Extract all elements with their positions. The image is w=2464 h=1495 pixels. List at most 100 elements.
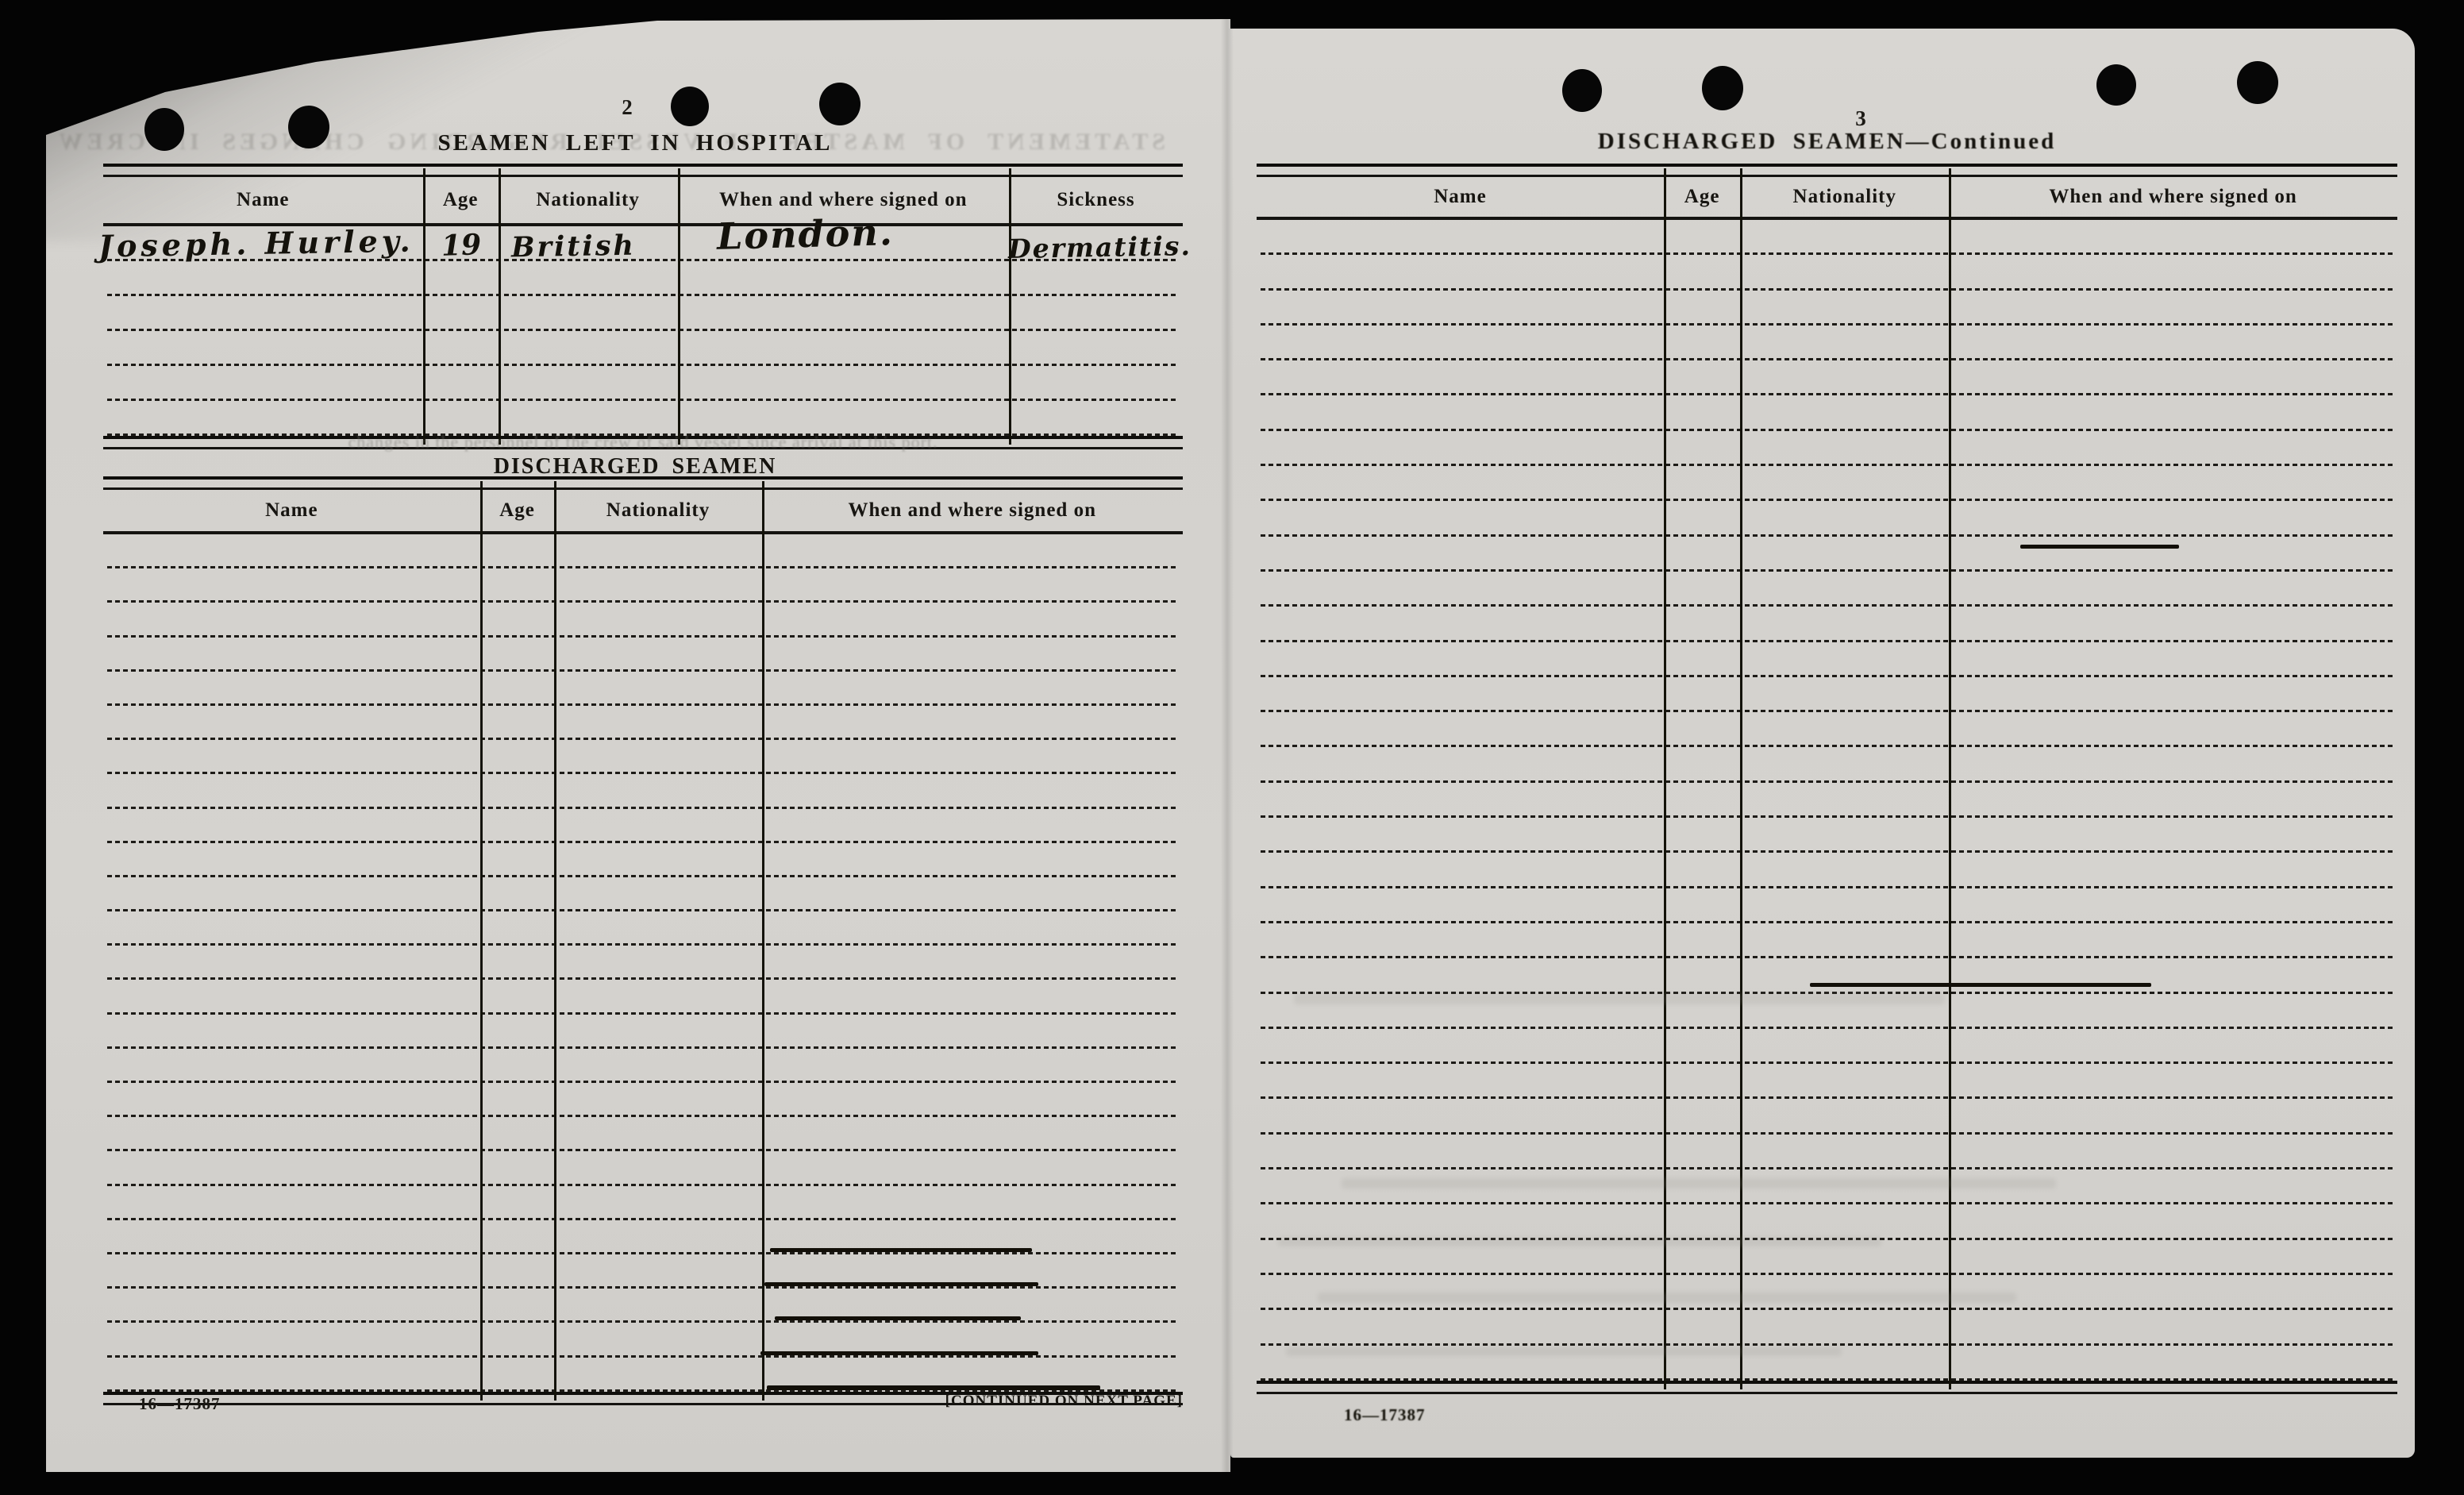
table-row: [103, 1254, 1183, 1289]
column-divider: [554, 481, 557, 1401]
ink-mark: [1810, 983, 2151, 987]
table-row: [1257, 466, 2397, 502]
table-row: [1257, 1064, 2397, 1100]
hospital-table: Name Age Nationality When and where sign…: [103, 164, 1183, 449]
column-header-name: Name: [265, 499, 318, 521]
column-divider: [1664, 168, 1666, 1389]
table-row: [1257, 395, 2397, 432]
table-row: [1257, 888, 2397, 924]
table-row: [1257, 255, 2397, 291]
header-rule: [103, 223, 1183, 226]
table-row: [1257, 1135, 2397, 1170]
discharged-table-rows: [103, 534, 1183, 1392]
table-row: [103, 568, 1183, 603]
column-divider: [1740, 168, 1743, 1389]
punch-hole: [1562, 69, 1602, 112]
table-row: [103, 911, 1183, 946]
table-row: [103, 1151, 1183, 1186]
table-row: [103, 226, 1183, 261]
hospital-table-rows: [103, 226, 1183, 436]
column-header-signed-on: When and where signed on: [848, 499, 1096, 521]
table-row: [1257, 326, 2397, 361]
table-row: [103, 1289, 1183, 1324]
header-rule: [103, 531, 1183, 534]
table-row: [1257, 1169, 2397, 1205]
hospital-section-title: SEAMEN LEFT IN HOSPITAL: [437, 130, 833, 156]
table-row: [1257, 783, 2397, 819]
table-row: [1257, 747, 2397, 784]
column-header-age: Age: [442, 189, 479, 210]
handwritten-age: 19: [441, 228, 482, 263]
page-number-right: 3: [1855, 106, 1866, 130]
column-header-age: Age: [499, 499, 535, 521]
bleedthrough-smudge: [1318, 1293, 2016, 1303]
table-row: [1257, 537, 2397, 572]
table-row: [103, 1323, 1183, 1358]
discharged-table-right: Name Age Nationality When and where sign…: [1257, 164, 2397, 1394]
column-header-signed-on: When and where signed on: [2049, 186, 2297, 207]
table-row: [1257, 607, 2397, 642]
column-header-sickness: Sickness: [1057, 189, 1135, 210]
table-row: [103, 366, 1183, 401]
column-divider: [761, 481, 764, 1401]
column-header-name: Name: [1434, 186, 1487, 207]
handwritten-signed-on: London.: [716, 210, 895, 258]
punch-hole: [2237, 61, 2278, 104]
table-row: [1257, 220, 2397, 256]
table-row: [103, 534, 1183, 569]
discharged-table-left: Name Age Nationality When and where sign…: [103, 476, 1183, 1405]
table-row: [103, 1186, 1183, 1220]
continued-note: [CONTINUED ON NEXT PAGE]: [945, 1393, 1183, 1409]
table-row: [103, 1083, 1183, 1118]
column-divider: [498, 168, 501, 445]
table-row: [1257, 1240, 2397, 1276]
table-row: [1257, 958, 2397, 994]
hospital-table-header: Name Age Nationality When and where sign…: [103, 177, 1183, 223]
bleedthrough-smudge: [1286, 1347, 1842, 1356]
table-row: [103, 296, 1183, 331]
table-row: [1257, 1029, 2397, 1065]
table-row: [103, 843, 1183, 878]
table-top-rule: [103, 476, 1183, 490]
column-header-nationality: Nationality: [536, 189, 640, 210]
table-row: [103, 1220, 1183, 1255]
column-header-nationality: Nationality: [1792, 186, 1896, 207]
table-row: [103, 774, 1183, 809]
table-row: [103, 809, 1183, 843]
table-bottom-rule: [103, 1391, 1183, 1405]
discharged-continued-rows: [1257, 220, 2397, 1381]
ink-mark: [2020, 545, 2179, 549]
discharged-table-header: Name Age Nationality When and where sign…: [103, 490, 1183, 531]
column-divider: [677, 168, 680, 445]
handwritten-nationality: British: [510, 229, 637, 264]
table-row: [1257, 501, 2397, 537]
ink-mark: [770, 1248, 1032, 1252]
ink-mark: [775, 1316, 1021, 1320]
bleedthrough-text-line: changes in the personnel of the crew of …: [348, 432, 938, 452]
ink-mark: [760, 1351, 1038, 1355]
table-row: [1257, 712, 2397, 748]
punch-hole: [2096, 64, 2136, 106]
discharged-continued-title: DISCHARGED SEAMEN—Continued: [1597, 129, 2057, 154]
table-row: [1257, 1346, 2397, 1381]
table-row: [103, 1117, 1183, 1152]
page-left: STATEMENT OF MASTER OF VESSEL REGARDING …: [46, 19, 1230, 1472]
column-divider: [1949, 168, 1952, 1389]
page-seam: [1221, 19, 1234, 1472]
punch-hole: [288, 106, 329, 148]
table-row: [103, 980, 1183, 1015]
discharged-continued-header: Name Age Nationality When and where sign…: [1257, 177, 2397, 217]
table-row: [103, 706, 1183, 741]
page-number-left: 2: [622, 95, 633, 119]
ink-mark: [764, 1282, 1038, 1286]
form-number-right: 16—17387: [1344, 1405, 1426, 1424]
column-divider: [479, 481, 483, 1401]
table-row: [103, 261, 1183, 296]
punch-hole: [144, 108, 184, 151]
table-row: [1257, 431, 2397, 467]
column-header-signed-on: When and where signed on: [718, 189, 968, 210]
table-row: [1257, 291, 2397, 326]
table-row: [103, 603, 1183, 638]
table-row: [103, 740, 1183, 775]
